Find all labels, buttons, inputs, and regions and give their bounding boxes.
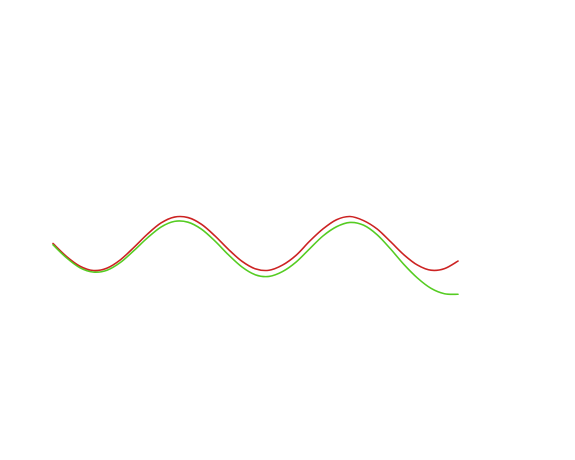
series-layer: [52, 215, 459, 296]
series-line-2: [52, 220, 459, 296]
series-line-1: [52, 215, 459, 272]
